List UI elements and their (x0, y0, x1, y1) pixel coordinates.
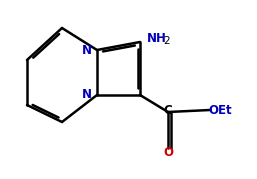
Text: N: N (82, 88, 92, 101)
Text: 2: 2 (163, 36, 170, 46)
Text: NH: NH (147, 32, 167, 45)
Text: OEt: OEt (208, 103, 232, 117)
Text: O: O (163, 146, 173, 159)
Text: N: N (82, 43, 92, 57)
Text: C: C (164, 103, 172, 117)
